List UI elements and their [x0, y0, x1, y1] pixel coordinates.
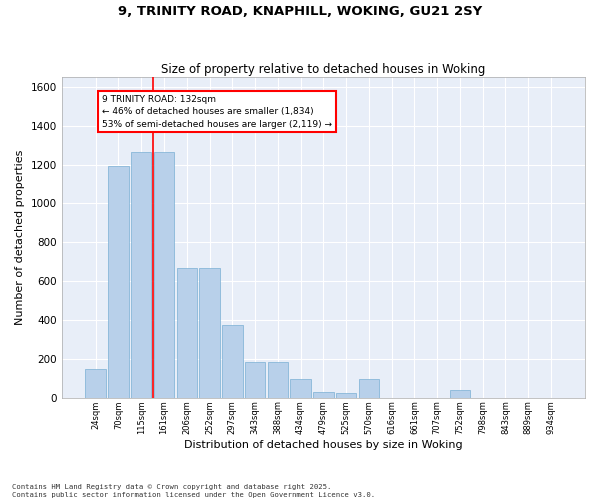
Bar [222, 325, 242, 398]
Text: 9 TRINITY ROAD: 132sqm
← 46% of detached houses are smaller (1,834)
53% of semi-: 9 TRINITY ROAD: 132sqm ← 46% of detached… [102, 94, 332, 128]
Bar [449, 390, 470, 398]
Text: 9, TRINITY ROAD, KNAPHILL, WOKING, GU21 2SY: 9, TRINITY ROAD, KNAPHILL, WOKING, GU21 … [118, 5, 482, 18]
Bar [199, 268, 220, 398]
Bar [176, 268, 197, 398]
Bar [359, 379, 379, 398]
Bar [268, 362, 288, 398]
X-axis label: Distribution of detached houses by size in Woking: Distribution of detached houses by size … [184, 440, 463, 450]
Bar [336, 394, 356, 398]
Bar [290, 379, 311, 398]
Bar [108, 166, 129, 398]
Bar [85, 368, 106, 398]
Bar [154, 152, 174, 398]
Bar [245, 362, 265, 398]
Bar [313, 392, 334, 398]
Bar [131, 152, 151, 398]
Text: Contains HM Land Registry data © Crown copyright and database right 2025.
Contai: Contains HM Land Registry data © Crown c… [12, 484, 375, 498]
Y-axis label: Number of detached properties: Number of detached properties [15, 150, 25, 325]
Title: Size of property relative to detached houses in Woking: Size of property relative to detached ho… [161, 63, 485, 76]
